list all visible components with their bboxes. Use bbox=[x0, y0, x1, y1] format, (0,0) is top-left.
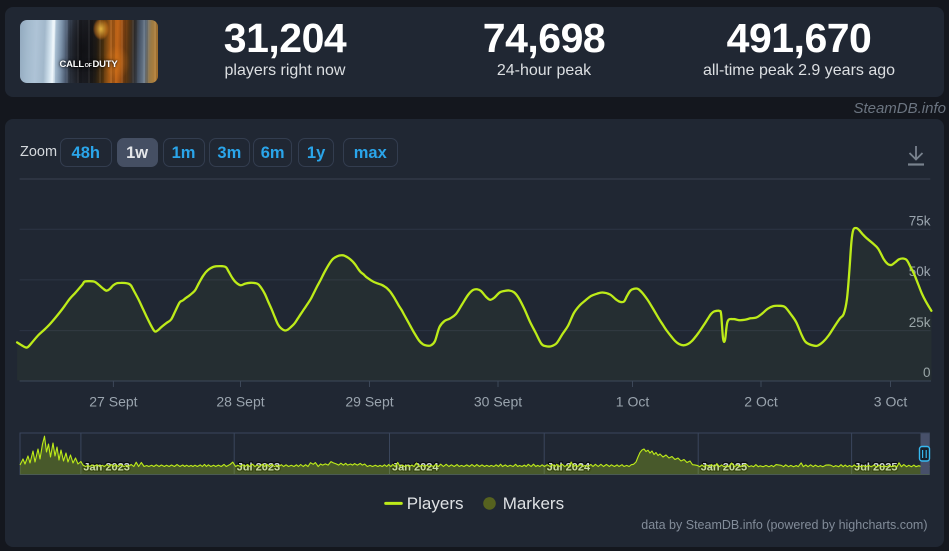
svg-text:3 Oct: 3 Oct bbox=[874, 394, 908, 410]
svg-text:Players: Players bbox=[407, 494, 464, 513]
svg-text:Markers: Markers bbox=[503, 494, 564, 513]
svg-text:0: 0 bbox=[923, 365, 931, 380]
svg-text:27 Sept: 27 Sept bbox=[89, 394, 137, 410]
svg-text:1 Oct: 1 Oct bbox=[616, 394, 650, 410]
svg-text:2 Oct: 2 Oct bbox=[744, 394, 778, 410]
svg-text:Jan 2023: Jan 2023 bbox=[83, 462, 129, 474]
svg-text:75k: 75k bbox=[909, 213, 931, 228]
svg-text:25k: 25k bbox=[909, 315, 931, 330]
svg-text:30 Sept: 30 Sept bbox=[474, 394, 522, 410]
svg-text:Jan 2025: Jan 2025 bbox=[701, 462, 747, 474]
svg-text:29 Sept: 29 Sept bbox=[345, 394, 393, 410]
svg-text:28 Sept: 28 Sept bbox=[216, 394, 264, 410]
svg-text:Jan 2024: Jan 2024 bbox=[392, 462, 439, 474]
svg-text:Jul 2025: Jul 2025 bbox=[854, 462, 897, 474]
